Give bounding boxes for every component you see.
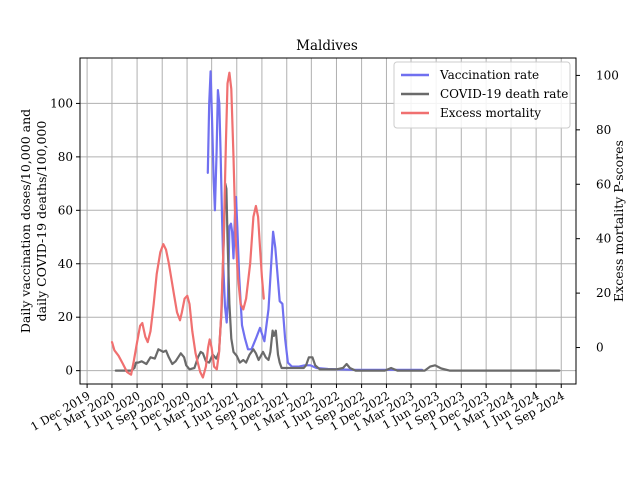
right-tick-label: 100 xyxy=(596,68,619,82)
left-tick-label: 40 xyxy=(58,257,73,271)
right-tick-label: 40 xyxy=(596,232,611,246)
left-tick-label: 100 xyxy=(50,96,73,110)
legend-label-excess: Excess mortality xyxy=(440,106,541,120)
left-tick-label: 80 xyxy=(58,150,73,164)
plot-frame xyxy=(79,57,577,385)
excess-mortality-line xyxy=(110,71,265,379)
legend-label-deaths: COVID-19 death rate xyxy=(440,87,568,101)
right-tick-label: 80 xyxy=(596,123,611,137)
right-tick-label: 0 xyxy=(596,341,604,355)
series-layer xyxy=(110,70,561,379)
left-tick-label: 20 xyxy=(58,310,73,324)
legend: Vaccination rate COVID-19 death rate Exc… xyxy=(393,61,571,129)
left-axis-label-line-1: Daily vaccination doses/10,000 and xyxy=(18,109,33,333)
chart-title: Maldives xyxy=(296,38,358,54)
left-tick-label: 0 xyxy=(65,364,73,378)
right-axis-label: Excess mortality P-scores xyxy=(611,140,626,302)
right-tick-label: 20 xyxy=(596,286,611,300)
covid-death-rate-line xyxy=(114,182,561,372)
legend-label-vaccination: Vaccination rate xyxy=(439,68,539,82)
legend-box xyxy=(393,61,571,129)
right-tick-label: 60 xyxy=(596,177,611,191)
left-axis-label-line-2: daily COVID-19 deaths/100,000 xyxy=(34,121,49,322)
left-tick-label: 60 xyxy=(58,203,73,217)
vaccination-rate-line xyxy=(206,70,424,371)
